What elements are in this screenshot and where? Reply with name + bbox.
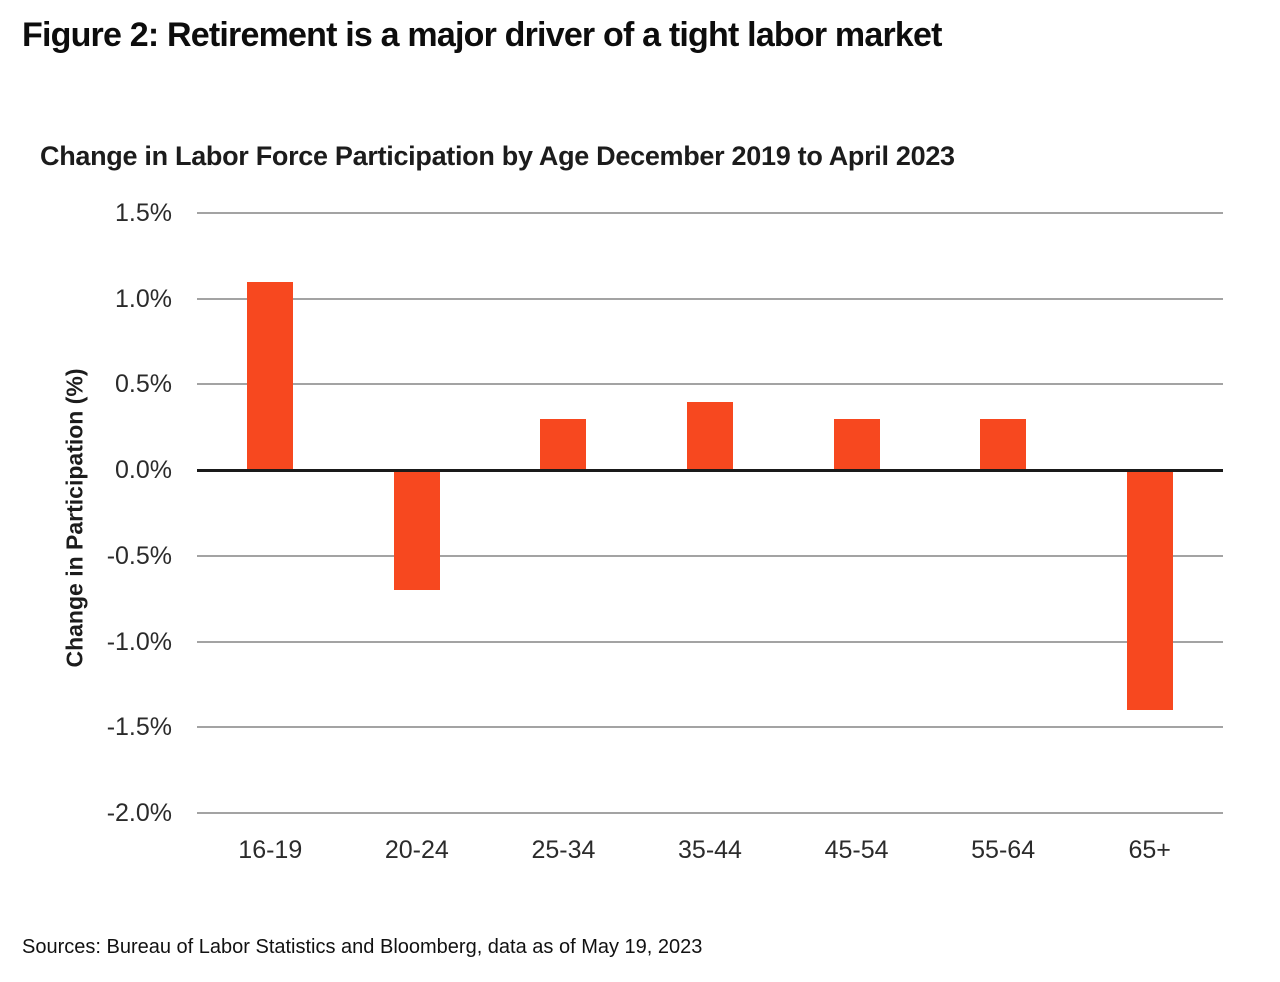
bar-55-64 bbox=[980, 418, 1027, 471]
gridline bbox=[197, 212, 1223, 214]
x-tick-label-65+: 65+ bbox=[1128, 836, 1171, 864]
plot-area bbox=[197, 212, 1223, 814]
x-tick-label-16-19: 16-19 bbox=[238, 836, 303, 864]
y-tick-label: 0.5% bbox=[115, 370, 172, 399]
bar-16-19 bbox=[247, 281, 294, 471]
y-tick-label: -1.5% bbox=[106, 713, 172, 742]
bar-20-24 bbox=[393, 470, 440, 591]
y-tick-label: -2.0% bbox=[106, 799, 172, 827]
y-axis-tick-labels: 1.5% 1.0% 0.5% 0.0% -0.5% -1.0% -1.5% -2.0% bbox=[0, 0, 172, 982]
x-tick-label-45-54: 45-54 bbox=[824, 836, 889, 864]
x-tick-label-35-44: 35-44 bbox=[678, 836, 742, 864]
gridline bbox=[197, 554, 1223, 557]
source-note: Sources: Bureau of Labor Statistics and … bbox=[22, 936, 703, 958]
figure-title: Figure 2: Retirement is a major driver o… bbox=[22, 16, 942, 54]
gridline bbox=[197, 383, 1223, 386]
bar-45-54 bbox=[833, 418, 880, 471]
bar-65+ bbox=[1126, 470, 1173, 711]
x-tick-label-25-34: 25-34 bbox=[531, 836, 596, 864]
gridline bbox=[197, 812, 1223, 814]
y-tick-label: -0.5% bbox=[106, 541, 172, 570]
y-tick-label: 1.0% bbox=[115, 284, 172, 313]
y-tick-label: 0.0% bbox=[115, 456, 172, 485]
zero-axis-line bbox=[197, 468, 1223, 472]
x-axis-tick-labels: 16-19 20-24 25-34 35-44 45-54 55-64 65+ bbox=[197, 836, 1223, 876]
gridline bbox=[197, 726, 1223, 729]
x-tick-label-20-24: 20-24 bbox=[384, 836, 449, 864]
x-tick-label-55-64: 55-64 bbox=[971, 836, 1036, 864]
bar-35-44 bbox=[687, 401, 733, 471]
y-tick-label: 1.5% bbox=[115, 199, 172, 227]
chart-title: Change in Labor Force Participation by A… bbox=[40, 141, 955, 171]
y-tick-label: -1.0% bbox=[106, 627, 172, 656]
gridline bbox=[197, 640, 1223, 643]
bar-25-34 bbox=[540, 418, 587, 471]
gridline bbox=[197, 297, 1223, 300]
